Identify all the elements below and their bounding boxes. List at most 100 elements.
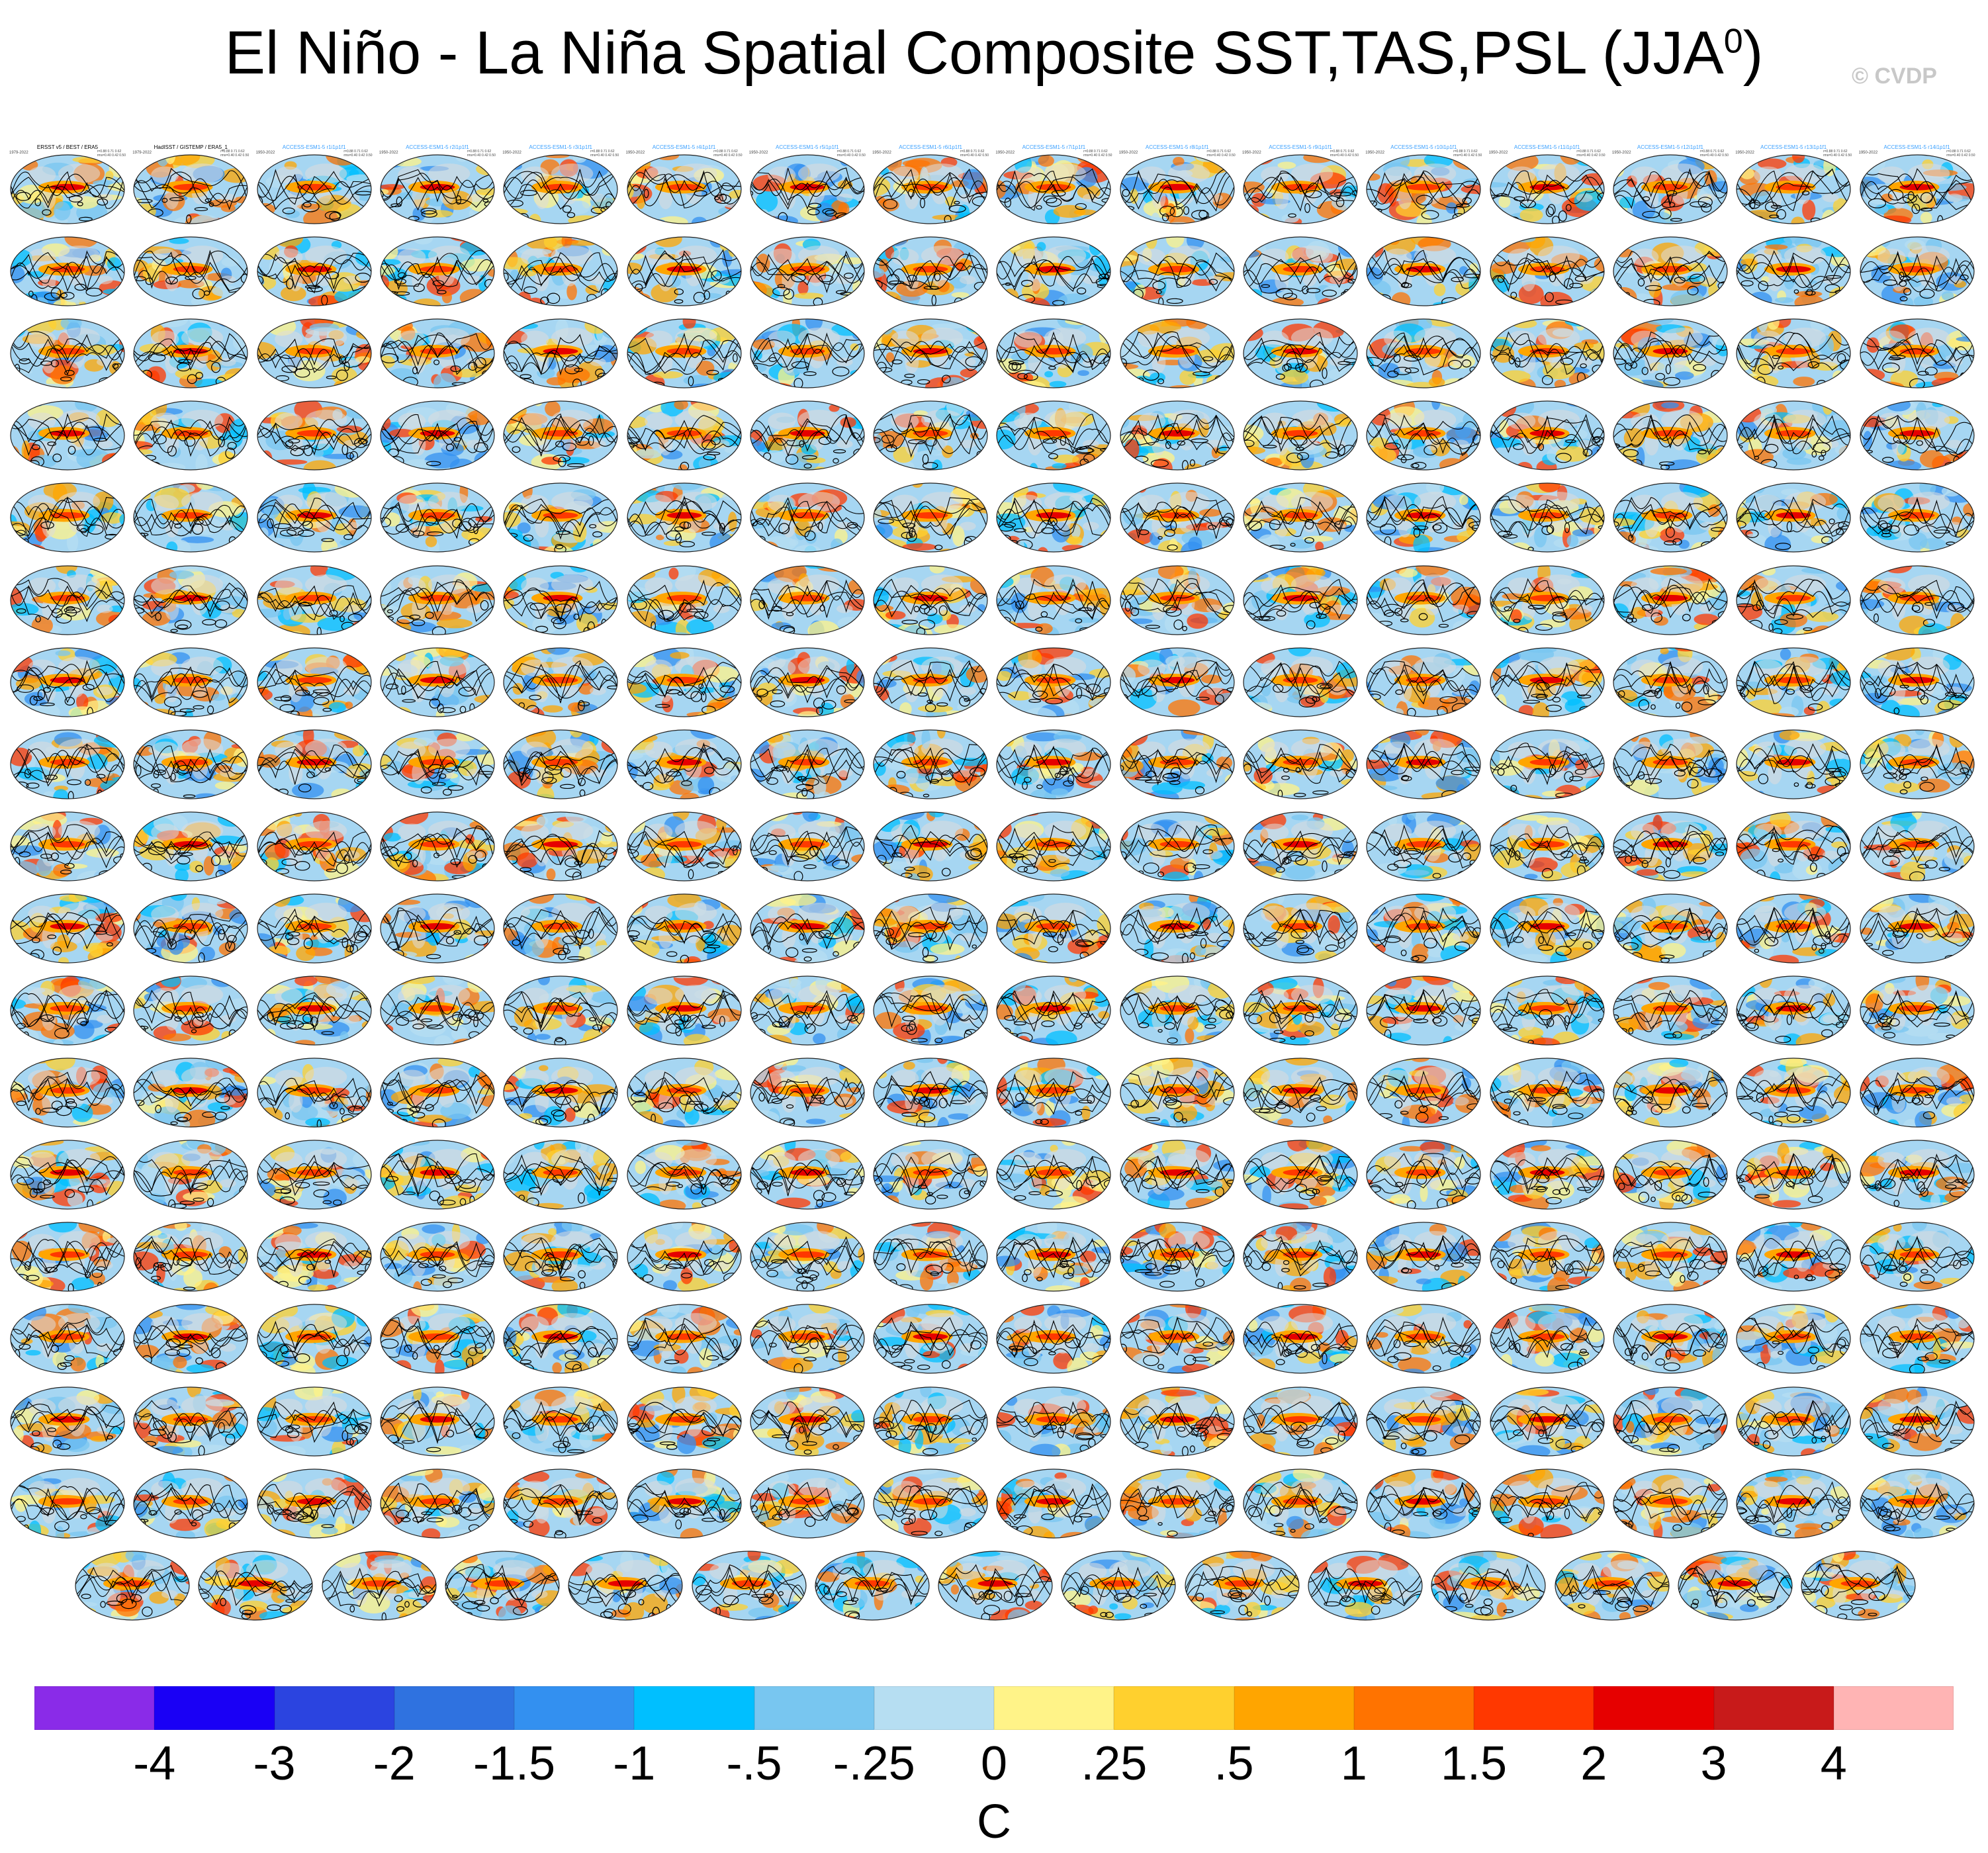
panel-map (256, 1303, 373, 1375)
panel-map (1489, 811, 1605, 882)
map-panel (626, 966, 743, 1046)
map-panel (1242, 966, 1359, 1046)
panel-date-range: 1950-2022 (1365, 151, 1384, 155)
map-panel (995, 1459, 1112, 1539)
panel-map (1735, 1139, 1852, 1210)
map-panel (1859, 555, 1975, 636)
panel-map (1859, 400, 1975, 471)
panel-map (1859, 1221, 1975, 1292)
panel-map (256, 1057, 373, 1128)
map-panel: ACCESS-ESM1-5 r10i1p1f1 1950-2022 r=0.88 0… (1365, 144, 1482, 225)
map-panel: ACCESS-ESM1-5 r3i1p1f1 1950-2022 r=0.88 0.… (502, 144, 619, 225)
panel-map (1735, 893, 1852, 964)
panel-map (1489, 1386, 1605, 1457)
panel-map (379, 1139, 496, 1210)
map-panel (995, 1294, 1112, 1375)
panel-map (1489, 729, 1605, 800)
panel-map (256, 811, 373, 882)
panel-map (1060, 1550, 1177, 1621)
map-panel (1242, 719, 1359, 800)
map-panel (1735, 883, 1852, 964)
panel-stat-line: r=0.88 0.71 0.62 (1576, 150, 1601, 154)
panel-map (132, 318, 249, 389)
panel-map (1307, 1550, 1423, 1621)
panel-map (9, 1386, 126, 1457)
panel-map (995, 1468, 1112, 1539)
panel-stat-line: rms=0.40 0.42 0.50 (1823, 154, 1852, 158)
panel-map (749, 1468, 866, 1539)
panel-map (1365, 1303, 1482, 1375)
map-panel (1489, 473, 1605, 553)
map-panel (626, 1130, 743, 1210)
panel-map (1430, 1550, 1547, 1621)
panel-map (1859, 811, 1975, 882)
panel-date-range: 1950-2022 (502, 151, 521, 155)
map-panel (1612, 1130, 1729, 1210)
map-panel (1365, 555, 1482, 636)
panel-map (1612, 1468, 1729, 1539)
map-panel: ACCESS-ESM1-5 r13i1p1f1 1950-2022 r=0.88 0… (1735, 144, 1852, 225)
panel-stats: r=0.88 0.71 0.62 rms=0.40 0.42 0.50 (1453, 150, 1482, 158)
panel-map (1119, 236, 1236, 307)
panel-map (132, 1139, 249, 1210)
map-panel (379, 801, 496, 882)
map-panel (1119, 801, 1236, 882)
colorbar-box (1713, 1686, 1834, 1730)
map-panel (626, 1459, 743, 1539)
colorbar-tick-label: 1.5 (1440, 1737, 1508, 1790)
map-panel (1242, 473, 1359, 553)
map-panel (379, 1459, 496, 1539)
panel-map (567, 1550, 684, 1621)
panel-map (872, 154, 989, 225)
map-panel (1489, 966, 1605, 1046)
panel-title: HadISST / GISTEMP / ERA5_1 (154, 144, 228, 150)
panel-map (1735, 565, 1852, 636)
panel-date-range: 1950-2022 (1118, 151, 1138, 155)
map-panel (9, 1212, 126, 1292)
map-panel (1242, 390, 1359, 471)
panel-map (1612, 1139, 1729, 1210)
panel-map (132, 482, 249, 553)
panel-map (872, 1386, 989, 1457)
map-panel (1859, 1048, 1975, 1128)
colorbar-tick-label: .25 (1081, 1737, 1148, 1790)
panel-map (132, 647, 249, 718)
map-panel (567, 1541, 684, 1621)
panel-map (995, 647, 1112, 718)
map-panel (1859, 1130, 1975, 1210)
map-panel (872, 883, 989, 964)
panel-map (872, 975, 989, 1046)
panel-title: ACCESS-ESM1-5 r5i1p1f1 (776, 144, 839, 150)
panel-stat-line: rms=0.40 0.42 0.50 (836, 154, 866, 158)
map-panel (1242, 883, 1359, 964)
map-panel (872, 308, 989, 389)
map-panel (1735, 1130, 1852, 1210)
panel-map (502, 236, 619, 307)
map-panel (256, 1377, 373, 1457)
map-panel (1859, 390, 1975, 471)
panel-map (502, 400, 619, 471)
map-panel (379, 637, 496, 718)
map-panel (132, 226, 249, 307)
panel-map (1242, 318, 1359, 389)
panel-map (132, 893, 249, 964)
map-panel: ACCESS-ESM1-5 r1i1p1f1 1950-2022 r=0.88 0.… (256, 144, 373, 225)
map-panel (1365, 1212, 1482, 1292)
panel-map (626, 1057, 743, 1128)
map-panel: ACCESS-ESM1-5 r14i1p1f1 1950-2022 r=0.88 0… (1859, 144, 1975, 225)
map-panel (626, 308, 743, 389)
map-panel (256, 473, 373, 553)
panel-date-range: 1950-2022 (1611, 151, 1631, 155)
panel-map (1489, 318, 1605, 389)
map-panel (1489, 226, 1605, 307)
map-panel (1184, 1541, 1300, 1621)
panel-map (1242, 1468, 1359, 1539)
panel-map (1365, 1221, 1482, 1292)
map-panel (256, 1048, 373, 1128)
panel-map (74, 1550, 191, 1621)
panel-stat-line: rms=0.40 0.42 0.50 (343, 154, 373, 158)
map-panel: HadISST / GISTEMP / ERA5_1 1979-2022 r=0.8… (132, 144, 249, 225)
panel-map (995, 482, 1112, 553)
map-panel (995, 308, 1112, 389)
panel-map (1119, 1057, 1236, 1128)
